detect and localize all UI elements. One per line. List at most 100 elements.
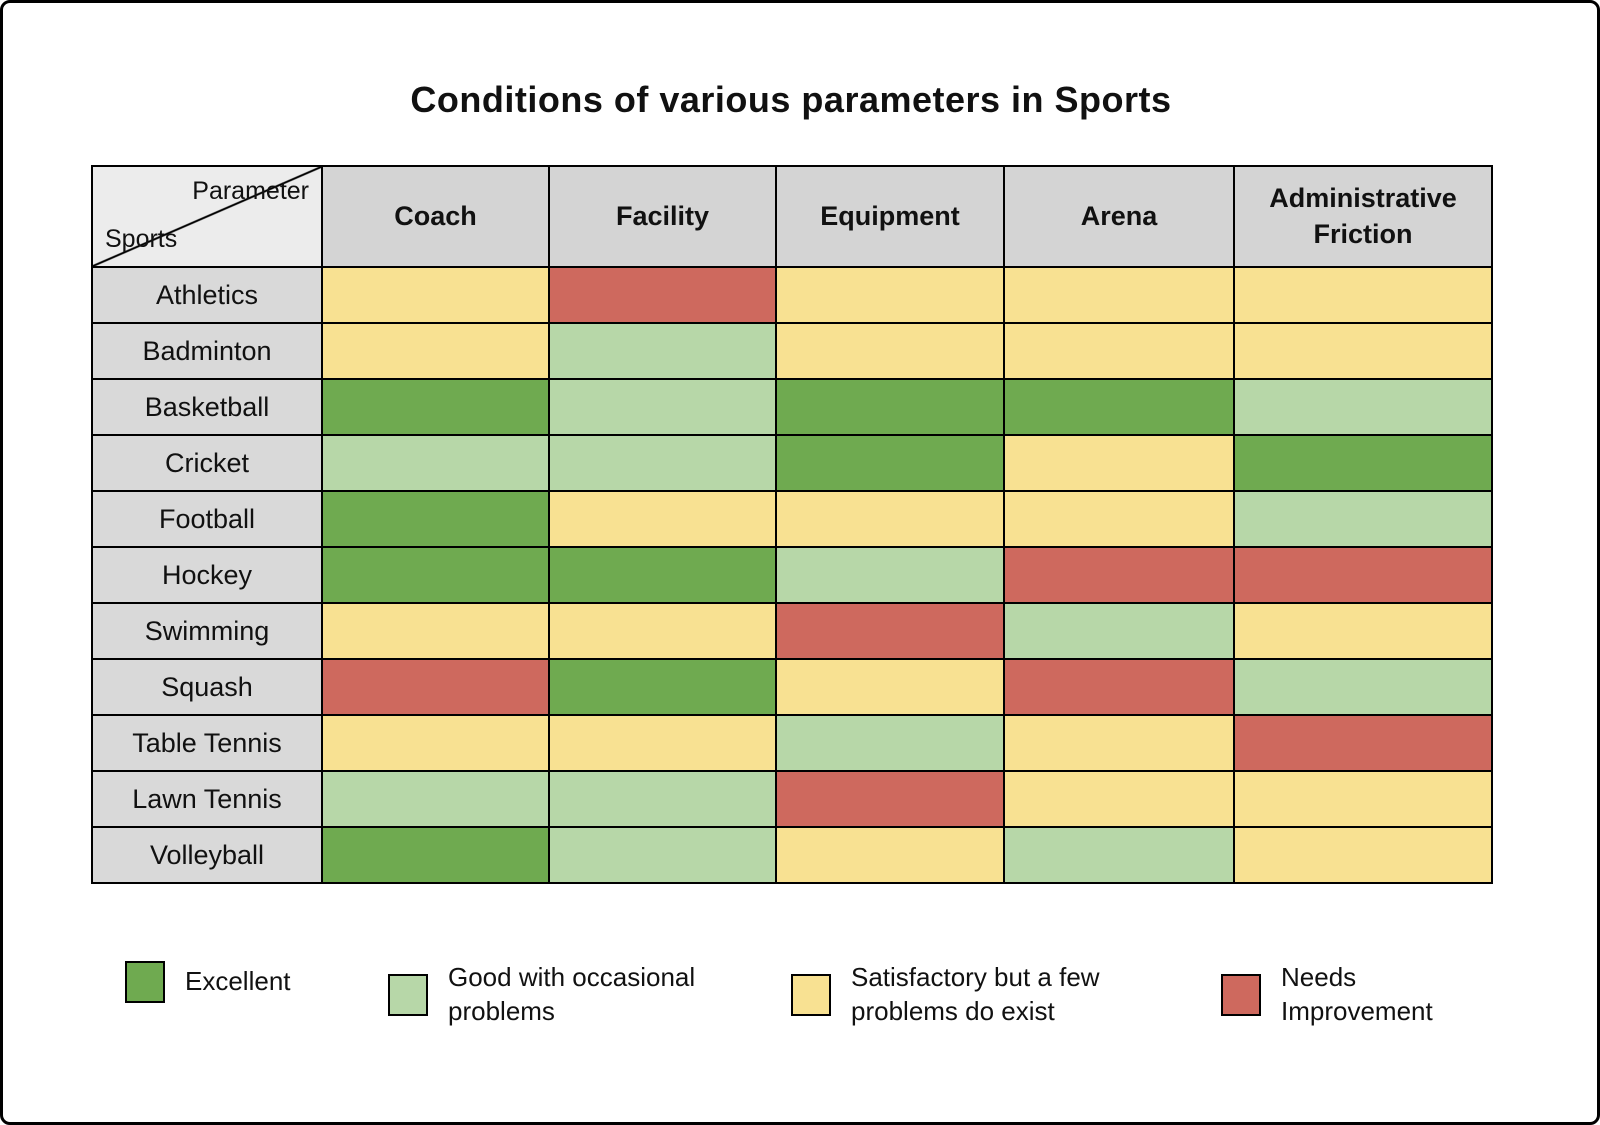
table-header: Parameter Sports Coach Facility Equipment A… (91, 165, 1493, 268)
heatmap-cell-lawn-tennis-arena (1003, 770, 1235, 828)
column-header-facility: Facility (548, 165, 777, 268)
legend-swatch-needs_improvement (1221, 973, 1261, 1016)
heatmap-cell-hockey-facility (548, 546, 777, 604)
heatmap-cell-badminton-coach (321, 322, 550, 380)
heatmap-cell-badminton-equipment (775, 322, 1005, 380)
heatmap-cell-hockey-administrative-friction (1233, 546, 1493, 604)
sport-label-badminton: Badminton (91, 322, 323, 380)
heatmap-cell-athletics-administrative-friction (1233, 266, 1493, 324)
table-row-football: Football (91, 490, 1493, 548)
heatmap-cell-volleyball-arena (1003, 826, 1235, 884)
column-header-administrative-friction: Administrative Friction (1233, 165, 1493, 268)
table-row-lawn-tennis: Lawn Tennis (91, 770, 1493, 828)
legend-label-needs_improvement: Needs Improvement (1281, 962, 1433, 1026)
heatmap-cell-football-arena (1003, 490, 1235, 548)
table-row-athletics: Athletics (91, 266, 1493, 324)
legend-item-excellent: Excellent (125, 961, 291, 1003)
heatmap-cell-table-tennis-equipment (775, 714, 1005, 772)
header-row: Parameter Sports Coach Facility Equipment A… (91, 165, 1493, 268)
heatmap-cell-squash-equipment (775, 658, 1005, 716)
heatmap-cell-basketball-equipment (775, 378, 1005, 436)
heatmap-cell-lawn-tennis-equipment (775, 770, 1005, 828)
table-row-table-tennis: Table Tennis (91, 714, 1493, 772)
heatmap-cell-football-coach (321, 490, 550, 548)
heatmap-cell-hockey-arena (1003, 546, 1235, 604)
heatmap-cell-squash-administrative-friction (1233, 658, 1493, 716)
legend-item-satisfactory: Satisfactory but a few problems do exist (791, 961, 1151, 1029)
heatmap-cell-squash-coach (321, 658, 550, 716)
heatmap-cell-swimming-facility (548, 602, 777, 660)
legend-swatch-excellent (125, 961, 165, 1003)
heatmap-cell-table-tennis-arena (1003, 714, 1235, 772)
table-body: Athletics Badminton Basketball Cricket Footb… (91, 266, 1493, 884)
heatmap-cell-badminton-facility (548, 322, 777, 380)
column-header-arena: Arena (1003, 165, 1235, 268)
heatmap-cell-football-equipment (775, 490, 1005, 548)
table-row-cricket: Cricket (91, 434, 1493, 492)
legend-label-satisfactory: Satisfactory but a few problems do exist (851, 962, 1100, 1026)
legend-label-good: Good with occasional problems (448, 962, 696, 1026)
heatmap-cell-volleyball-equipment (775, 826, 1005, 884)
heatmap-cell-volleyball-administrative-friction (1233, 826, 1493, 884)
sport-label-athletics: Athletics (91, 266, 323, 324)
heatmap-cell-athletics-arena (1003, 266, 1235, 324)
sport-label-lawn-tennis: Lawn Tennis (91, 770, 323, 828)
heatmap-cell-volleyball-coach (321, 826, 550, 884)
heatmap-cell-athletics-equipment (775, 266, 1005, 324)
legend-swatch-satisfactory (791, 973, 831, 1016)
heatmap-cell-football-facility (548, 490, 777, 548)
heatmap-cell-volleyball-facility (548, 826, 777, 884)
sport-label-hockey: Hockey (91, 546, 323, 604)
heatmap-cell-table-tennis-facility (548, 714, 777, 772)
heatmap-cell-basketball-facility (548, 378, 777, 436)
sport-label-volleyball: Volleyball (91, 826, 323, 884)
sport-label-squash: Squash (91, 658, 323, 716)
legend-swatch-good (388, 973, 428, 1016)
heatmap-cell-swimming-arena (1003, 602, 1235, 660)
heatmap-cell-cricket-facility (548, 434, 777, 492)
heatmap-cell-swimming-coach (321, 602, 550, 660)
heatmap-cell-athletics-facility (548, 266, 777, 324)
heatmap-cell-cricket-arena (1003, 434, 1235, 492)
sport-label-football: Football (91, 490, 323, 548)
heatmap-cell-lawn-tennis-coach (321, 770, 550, 828)
conditions-table: Parameter Sports Coach Facility Equipment A… (91, 165, 1493, 884)
heatmap-cell-hockey-coach (321, 546, 550, 604)
page-title: Conditions of various parameters in Spor… (410, 79, 1172, 120)
heatmap-cell-hockey-equipment (775, 546, 1005, 604)
heatmap-cell-lawn-tennis-facility (548, 770, 777, 828)
legend-item-needs_improvement: Needs Improvement (1221, 961, 1456, 1029)
heatmap-cell-cricket-coach (321, 434, 550, 492)
sport-label-basketball: Basketball (91, 378, 323, 436)
column-header-equipment: Equipment (775, 165, 1005, 268)
sport-label-table-tennis: Table Tennis (91, 714, 323, 772)
heatmap-cell-basketball-coach (321, 378, 550, 436)
table-row-volleyball: Volleyball (91, 826, 1493, 884)
sport-label-cricket: Cricket (91, 434, 323, 492)
table-row-basketball: Basketball (91, 378, 1493, 436)
heatmap-cell-cricket-equipment (775, 434, 1005, 492)
corner-label-sports: Sports (105, 225, 178, 253)
legend-item-good: Good with occasional problems (388, 961, 718, 1029)
heatmap-cell-table-tennis-administrative-friction (1233, 714, 1493, 772)
table-row-hockey: Hockey (91, 546, 1493, 604)
heatmap-cell-squash-facility (548, 658, 777, 716)
heatmap-cell-basketball-administrative-friction (1233, 378, 1493, 436)
table-row-squash: Squash (91, 658, 1493, 716)
corner-cell: Parameter Sports (91, 165, 323, 268)
heatmap-cell-football-administrative-friction (1233, 490, 1493, 548)
column-header-coach: Coach (321, 165, 550, 268)
sport-label-swimming: Swimming (91, 602, 323, 660)
heatmap-cell-swimming-administrative-friction (1233, 602, 1493, 660)
legend-label-excellent: Excellent (185, 966, 291, 997)
legend: Excellent Good with occasional problems Sa… (3, 961, 1597, 1091)
heatmap-cell-badminton-arena (1003, 322, 1235, 380)
table-row-badminton: Badminton (91, 322, 1493, 380)
heatmap-cell-cricket-administrative-friction (1233, 434, 1493, 492)
heatmap-cell-swimming-equipment (775, 602, 1005, 660)
heatmap-cell-squash-arena (1003, 658, 1235, 716)
heatmap-cell-basketball-arena (1003, 378, 1235, 436)
heatmap-cell-badminton-administrative-friction (1233, 322, 1493, 380)
heatmap-cell-table-tennis-coach (321, 714, 550, 772)
